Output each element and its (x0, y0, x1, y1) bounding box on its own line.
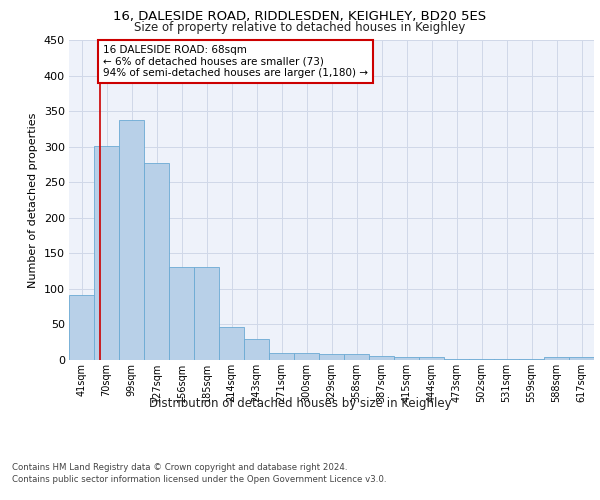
Bar (69, 294, 94, 360)
Bar (144, 163, 169, 360)
Bar (244, 338, 269, 360)
Text: Size of property relative to detached houses in Keighley: Size of property relative to detached ho… (134, 21, 466, 34)
Bar (369, 356, 394, 360)
Text: Contains HM Land Registry data © Crown copyright and database right 2024.: Contains HM Land Registry data © Crown c… (12, 462, 347, 471)
Bar (544, 357, 569, 360)
Bar (344, 354, 369, 360)
Text: Contains public sector information licensed under the Open Government Licence v3: Contains public sector information licen… (12, 475, 386, 484)
Text: Distribution of detached houses by size in Keighley: Distribution of detached houses by size … (149, 398, 451, 410)
Bar (219, 328, 244, 360)
Text: 16, DALESIDE ROAD, RIDDLESDEN, KEIGHLEY, BD20 5ES: 16, DALESIDE ROAD, RIDDLESDEN, KEIGHLEY,… (113, 10, 487, 23)
Y-axis label: Number of detached properties: Number of detached properties (28, 112, 38, 288)
Bar (319, 354, 344, 360)
Bar (94, 146, 119, 360)
Bar (394, 357, 419, 360)
Bar (169, 267, 194, 360)
Text: 16 DALESIDE ROAD: 68sqm
← 6% of detached houses are smaller (73)
94% of semi-det: 16 DALESIDE ROAD: 68sqm ← 6% of detached… (103, 45, 368, 78)
Bar (194, 267, 219, 360)
Bar (569, 357, 594, 360)
Bar (269, 353, 294, 360)
Bar (444, 358, 469, 360)
Bar (419, 357, 444, 360)
Bar (294, 353, 319, 360)
Bar (119, 120, 144, 360)
